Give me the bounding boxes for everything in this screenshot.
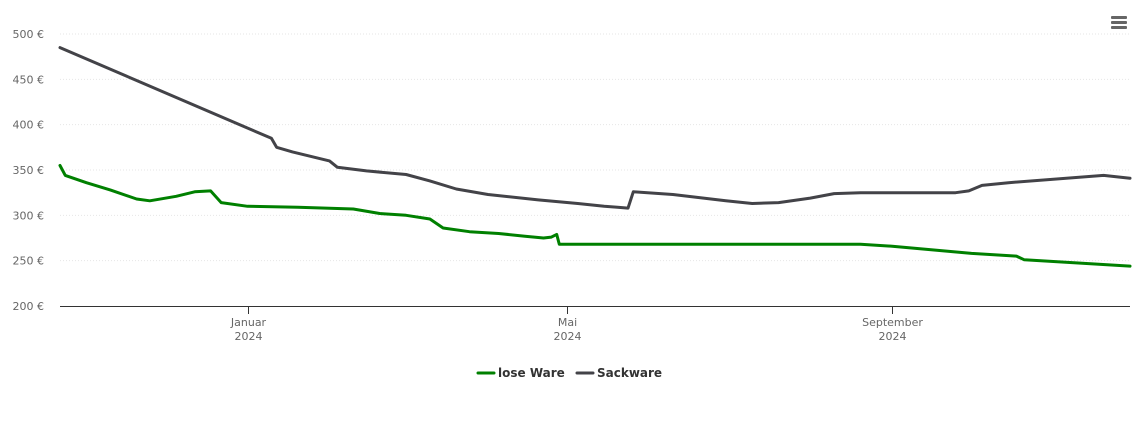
y-tick-label: 350 € (13, 164, 45, 177)
legend: lose Ware Sackware (476, 366, 662, 380)
legend-item-lose-ware[interactable]: lose Ware (476, 366, 565, 380)
legend-label: lose Ware (498, 366, 565, 380)
series-line-sackware[interactable] (58, 46, 1132, 210)
y-tick-label: 300 € (13, 209, 45, 222)
x-tick-label: September (862, 316, 923, 329)
grid-lines (60, 33, 1130, 262)
hamburger-menu-icon (1111, 16, 1127, 19)
x-tick-label: Mai (558, 316, 577, 329)
legend-item-sackware[interactable]: Sackware (575, 366, 662, 380)
legend-label: Sackware (597, 366, 662, 380)
y-tick-label: 400 € (13, 119, 45, 132)
y-tick-label: 450 € (13, 73, 45, 86)
y-axis-labels: 200 € 250 € 300 € 350 € 400 € 450 € 500 € (13, 28, 45, 313)
x-tick-year-label: 2024 (554, 330, 582, 343)
hamburger-menu-icon (1111, 21, 1127, 24)
x-tick-label: Januar (230, 316, 267, 329)
series-line-lose-ware[interactable] (58, 164, 1132, 268)
x-tick-year-label: 2024 (235, 330, 263, 343)
y-tick-label: 250 € (13, 255, 45, 268)
x-tick-year-label: 2024 (879, 330, 907, 343)
series-lines (58, 46, 1132, 268)
hamburger-menu-icon (1111, 26, 1127, 29)
y-tick-label: 200 € (13, 300, 45, 313)
y-tick-label: 500 € (13, 28, 45, 41)
chart-menu-button[interactable] (1106, 10, 1132, 34)
